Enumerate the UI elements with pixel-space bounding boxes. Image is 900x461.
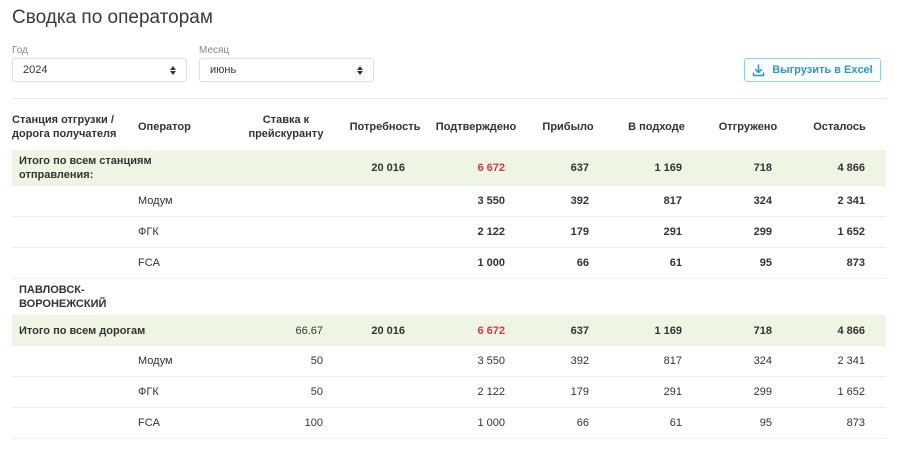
col-confirmed[interactable]: Подтверждено bbox=[435, 121, 517, 133]
station-name: ПАВЛОВСК-ВОРОНЕЖСКИЙ bbox=[12, 278, 228, 316]
table-row: ФГК 50 2 122 179 291 299 1 652 bbox=[12, 376, 886, 408]
col-station[interactable]: Станция отгрузки / дорога получателя bbox=[12, 114, 117, 140]
table-row: Модум 3 550 392 817 324 2 341 bbox=[12, 185, 886, 217]
cell-approaching: 1 169 bbox=[610, 150, 703, 186]
cell-approaching: 61 bbox=[610, 407, 703, 439]
cell-remaining: 873 bbox=[793, 407, 886, 439]
col-shipped[interactable]: Отгружено bbox=[718, 121, 778, 133]
cell-approaching: 291 bbox=[610, 216, 703, 248]
cell-confirmed: 3 550 bbox=[426, 345, 526, 377]
cell-remaining: 873 bbox=[793, 247, 886, 279]
select-arrows-icon bbox=[170, 65, 176, 75]
cell-shipped: 299 bbox=[703, 376, 793, 408]
cell-approaching: 291 bbox=[610, 376, 703, 408]
cell-operator: ФГК bbox=[138, 376, 228, 408]
col-operator[interactable]: Оператор bbox=[138, 121, 191, 133]
cell-shipped: 95 bbox=[703, 247, 793, 279]
cell-arrived: 392 bbox=[526, 185, 610, 217]
total-all-roads-row: Итого по всем дорогам 66.67 20 016 6 672… bbox=[12, 315, 886, 346]
cell-remaining: 2 341 bbox=[793, 345, 886, 377]
cell-remaining: 4 866 bbox=[793, 150, 886, 186]
export-excel-label: Выгрузить в Excel bbox=[772, 64, 873, 76]
cell-rate: 50 bbox=[228, 345, 344, 377]
year-select[interactable]: 2024 bbox=[12, 58, 187, 82]
cell-shipped: 718 bbox=[703, 150, 793, 186]
cell-confirmed: 3 550 bbox=[426, 185, 526, 217]
download-icon bbox=[753, 63, 765, 76]
cell-confirmed: 6 672 bbox=[426, 315, 526, 346]
cell-shipped: 299 bbox=[703, 216, 793, 248]
cell-operator: ФГК bbox=[138, 216, 228, 248]
cell-rate bbox=[228, 150, 344, 186]
col-approaching[interactable]: В подходе bbox=[628, 121, 685, 133]
cell-approaching: 817 bbox=[610, 185, 703, 217]
cell-approaching: 1 169 bbox=[610, 315, 703, 346]
col-rate[interactable]: Ставка к прейскуранту bbox=[248, 114, 324, 140]
cell-confirmed: 2 122 bbox=[426, 216, 526, 248]
total-label: Итого по всем дорогам bbox=[12, 315, 228, 346]
cell-arrived: 637 bbox=[526, 315, 610, 346]
table-row: Модум 50 3 550 392 817 324 2 341 bbox=[12, 345, 886, 377]
cell-demand: 20 016 bbox=[344, 315, 426, 346]
select-arrows-icon bbox=[357, 65, 363, 75]
total-label: Итого по всем станциям отправления: bbox=[12, 150, 228, 186]
year-select-value: 2024 bbox=[23, 64, 48, 76]
cell-arrived: 637 bbox=[526, 150, 610, 186]
cell-remaining: 1 652 bbox=[793, 376, 886, 408]
cell-demand: 20 016 bbox=[344, 150, 426, 186]
cell-shipped: 324 bbox=[703, 185, 793, 217]
cell-arrived: 392 bbox=[526, 345, 610, 377]
export-excel-button[interactable]: Выгрузить в Excel bbox=[744, 58, 881, 82]
table-header-row: Станция отгрузки / дорога получателя Опе… bbox=[12, 104, 886, 150]
month-select[interactable]: июнь bbox=[199, 58, 374, 82]
cell-remaining: 4 866 bbox=[793, 315, 886, 346]
station-row: ПАВЛОВСК-ВОРОНЕЖСКИЙ bbox=[12, 278, 886, 316]
cell-operator: FCA bbox=[138, 247, 228, 279]
cell-rate: 50 bbox=[228, 376, 344, 408]
cell-remaining: 1 652 bbox=[793, 216, 886, 248]
cell-remaining: 2 341 bbox=[793, 185, 886, 217]
month-select-value: июнь bbox=[210, 64, 237, 76]
col-demand[interactable]: Потребность bbox=[349, 121, 421, 133]
cell-confirmed: 1 000 bbox=[426, 247, 526, 279]
cell-arrived: 66 bbox=[526, 247, 610, 279]
cell-shipped: 718 bbox=[703, 315, 793, 346]
cell-approaching: 61 bbox=[610, 247, 703, 279]
divider bbox=[12, 98, 886, 99]
cell-rate: 66.67 bbox=[228, 315, 344, 346]
cell-operator: FCA bbox=[138, 407, 228, 439]
table-row: ФГК 2 122 179 291 299 1 652 bbox=[12, 216, 886, 248]
cell-confirmed: 2 122 bbox=[426, 376, 526, 408]
table-row: FCA 1 000 66 61 95 873 bbox=[12, 247, 886, 279]
cell-arrived: 179 bbox=[526, 376, 610, 408]
cell-shipped: 324 bbox=[703, 345, 793, 377]
cell-operator: Модум bbox=[138, 345, 228, 377]
page-title: Сводка по операторам bbox=[12, 7, 213, 28]
cell-rate: 100 bbox=[228, 407, 344, 439]
year-label: Год bbox=[12, 45, 28, 56]
cell-approaching: 817 bbox=[610, 345, 703, 377]
total-all-stations-row: Итого по всем станциям отправления: 20 0… bbox=[12, 150, 886, 186]
cell-confirmed: 6 672 bbox=[426, 150, 526, 186]
operators-summary-table: Станция отгрузки / дорога получателя Опе… bbox=[12, 104, 886, 439]
cell-operator: Модум bbox=[138, 185, 228, 217]
cell-arrived: 179 bbox=[526, 216, 610, 248]
col-arrived[interactable]: Прибыло bbox=[542, 121, 594, 133]
col-remaining[interactable]: Осталось bbox=[813, 121, 866, 133]
cell-arrived: 66 bbox=[526, 407, 610, 439]
cell-confirmed: 1 000 bbox=[426, 407, 526, 439]
table-row: FCA 100 1 000 66 61 95 873 bbox=[12, 407, 886, 439]
month-label: Месяц bbox=[199, 45, 230, 56]
cell-shipped: 95 bbox=[703, 407, 793, 439]
